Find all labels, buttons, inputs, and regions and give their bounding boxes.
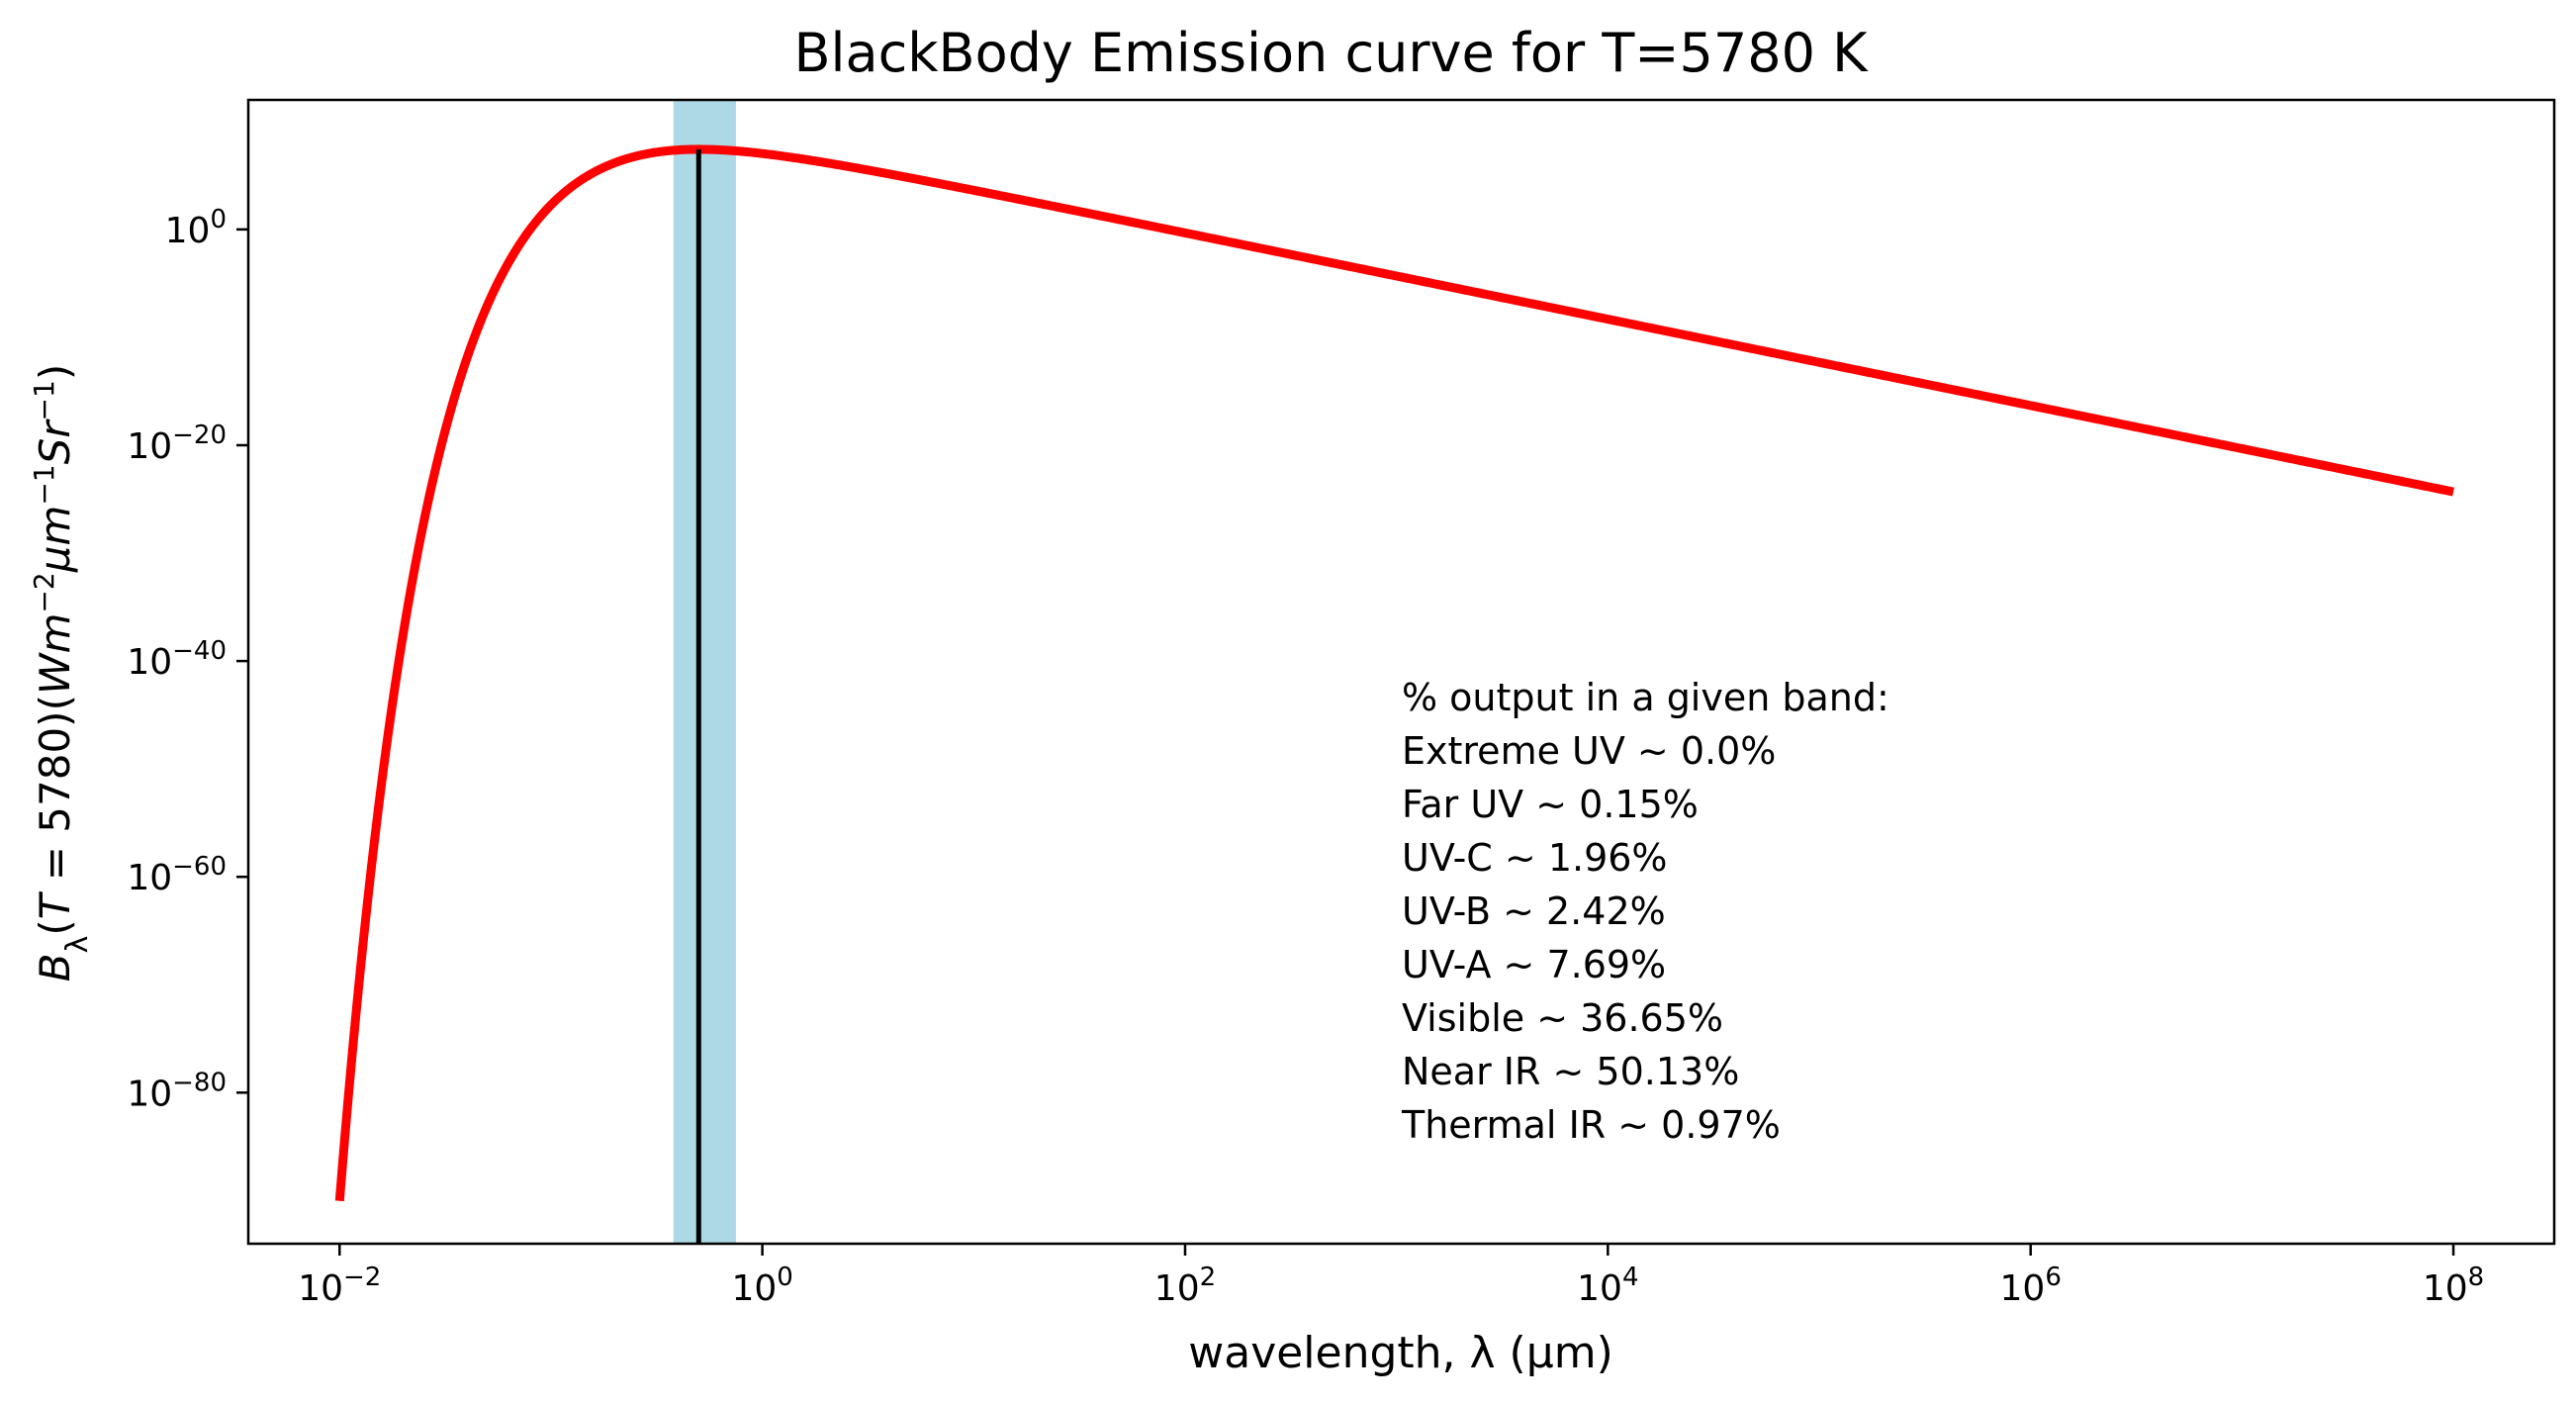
x-tick-label: 108	[2423, 1263, 2484, 1309]
annotation-line: Extreme UV ~ 0.0%	[1402, 729, 1776, 773]
y-tick-label: 100	[165, 205, 227, 251]
x-tick-label: 102	[1154, 1263, 1216, 1309]
annotation-line: UV-A ~ 7.69%	[1402, 943, 1666, 986]
x-tick-label: 10−2	[298, 1263, 381, 1309]
annotation-line: Far UV ~ 0.15%	[1402, 783, 1699, 826]
annotation-line: Near IR ~ 50.13%	[1402, 1050, 1739, 1093]
y-axis-ticks: 100 10−20 10−40 10−60 10−80	[127, 205, 248, 1114]
plot-area	[334, 100, 2456, 1244]
annotation-line: Thermal IR ~ 0.97%	[1401, 1103, 1781, 1147]
y-tick-label: 10−80	[127, 1068, 227, 1114]
y-tick-label: 10−60	[127, 852, 227, 898]
annotation-line: Visible ~ 36.65%	[1402, 996, 1723, 1040]
y-axis-label: Bλ(T = 5780)(Wm−2μm−1Sr−1)	[28, 364, 95, 982]
visible-band	[673, 100, 736, 1244]
chart-title: BlackBody Emission curve for T=5780 K	[793, 22, 1869, 84]
annotation-line: % output in a given band:	[1402, 676, 1889, 719]
y-tick-label: 10−20	[127, 421, 227, 467]
y-tick-label: 10−40	[127, 636, 227, 683]
annotation-line: UV-B ~ 2.42%	[1402, 889, 1666, 933]
x-tick-label: 100	[731, 1263, 792, 1309]
annotation-line: UV-C ~ 1.96%	[1402, 836, 1668, 880]
band-output-annotation: % output in a given band: Extreme UV ~ 0…	[1401, 676, 1889, 1147]
axes-frame	[246, 98, 2556, 1246]
x-axis-label: wavelength, λ (µm)	[1188, 1328, 1613, 1378]
emission-curve	[334, 144, 2456, 1202]
x-tick-label: 104	[1577, 1263, 1638, 1309]
x-axis-ticks: 10−2 100 102 104 106 108	[298, 1244, 2484, 1309]
x-tick-label: 106	[2000, 1263, 2062, 1309]
